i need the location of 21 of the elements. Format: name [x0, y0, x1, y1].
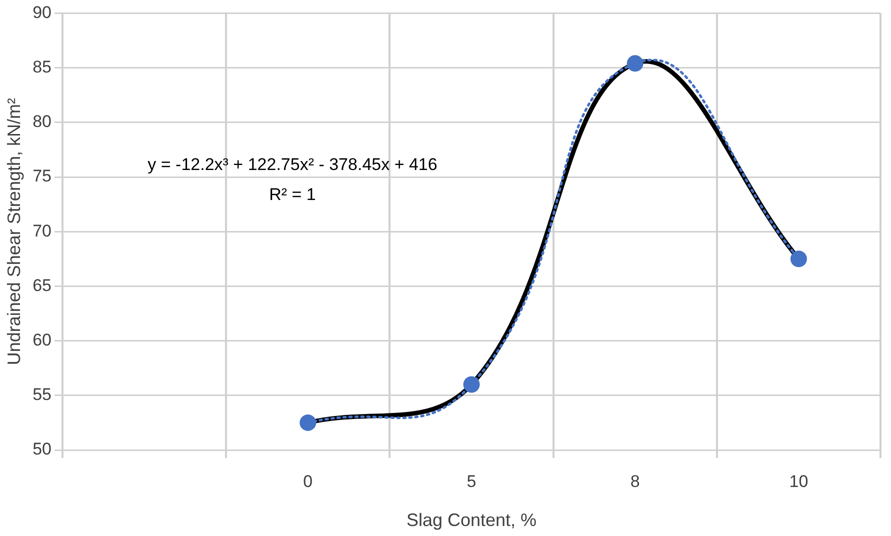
point [790, 250, 807, 268]
point [463, 376, 480, 393]
point [300, 414, 316, 431]
x-tick-label: 8 [630, 472, 640, 491]
y-tick-label: 75 [32, 166, 52, 186]
y-tick-label: 90 [32, 2, 52, 22]
annotation: y = -12.2x³ + 122.75x² - 378.45x + 416 [148, 154, 438, 174]
x-tick-label: 5 [466, 472, 476, 491]
y-axis-title: Undrained Shear Strength, kN/m² [4, 98, 24, 366]
y-tick-label: 50 [32, 440, 52, 459]
y-tick-label: 65 [32, 276, 52, 295]
annotation: R² = 1 [269, 184, 316, 204]
x-axis-title: Slag Content, % [406, 510, 537, 530]
y-tick-label: 70 [32, 221, 52, 240]
y-tick-label: 55 [32, 385, 52, 404]
x-tick-label: 0 [303, 472, 313, 491]
x-tick-label: 10 [789, 472, 808, 491]
y-tick-label: 60 [32, 330, 52, 350]
y-tick-label: 85 [32, 57, 52, 76]
y-tick-label: 80 [32, 112, 52, 132]
point [626, 55, 644, 72]
